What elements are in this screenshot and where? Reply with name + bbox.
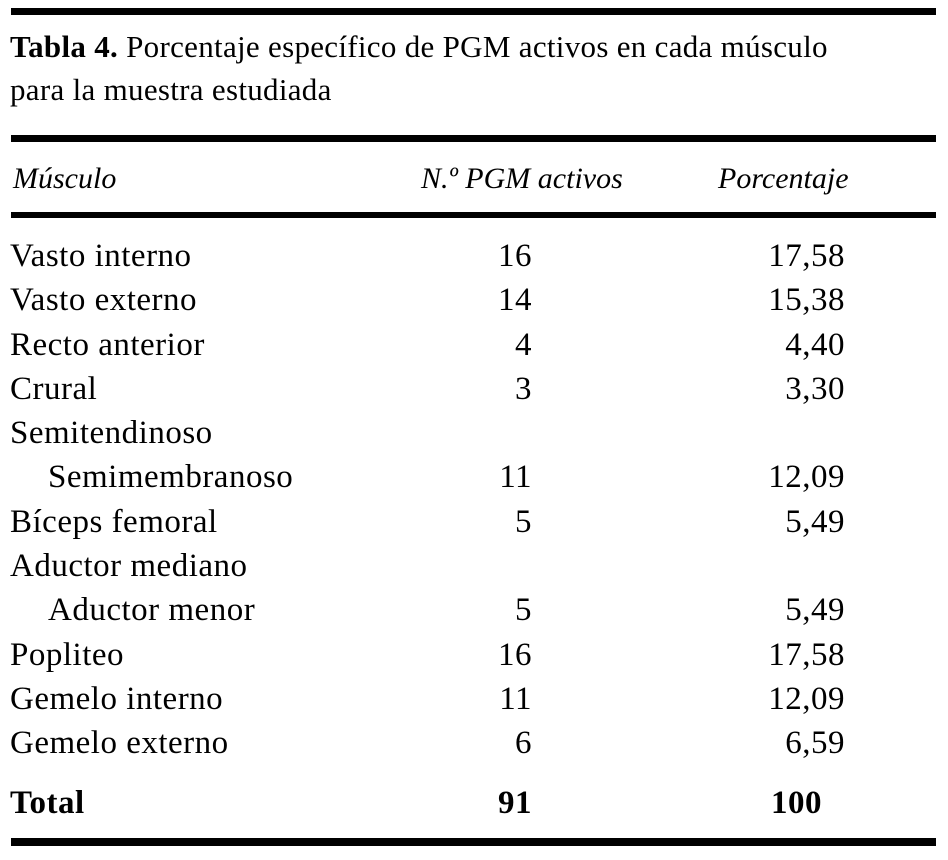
table-number-label: Tabla 4. bbox=[10, 29, 119, 64]
table-header-row: Músculo N.º PGM activos Porcentaje bbox=[0, 160, 948, 205]
muscle-name: Bíceps femoral bbox=[10, 503, 218, 540]
percentage-value: 17,58 bbox=[768, 636, 845, 673]
total-label: Total bbox=[10, 785, 85, 821]
table-row: Recto anterior 4 4,40 bbox=[0, 323, 948, 367]
n-pgm-value: 5 bbox=[515, 503, 532, 540]
percentage-value bbox=[532, 411, 845, 455]
table-row: Aductor menor 5 5,49 bbox=[0, 588, 948, 632]
muscle-name: Gemelo externo bbox=[10, 725, 229, 762]
n-pgm-value: 6 bbox=[515, 725, 532, 762]
total-n-pgm-value: 91 bbox=[498, 785, 532, 821]
muscle-name: Gemelo interno bbox=[10, 680, 224, 717]
table-row: Crural 3 3,30 bbox=[0, 367, 948, 411]
muscle-name: Semitendinoso bbox=[10, 415, 213, 452]
n-pgm-value bbox=[410, 544, 532, 588]
header-top-rule bbox=[11, 135, 936, 142]
table-row: Semitendinoso bbox=[0, 411, 948, 455]
bottom-rule bbox=[11, 838, 936, 846]
percentage-value: 5,49 bbox=[785, 592, 845, 629]
percentage-value: 15,38 bbox=[768, 282, 845, 319]
percentage-value: 12,09 bbox=[768, 459, 845, 496]
n-pgm-value: 11 bbox=[499, 680, 532, 717]
percentage-value: 5,49 bbox=[785, 503, 845, 540]
muscle-name: Recto anterior bbox=[10, 326, 205, 363]
percentage-value: 17,58 bbox=[768, 238, 845, 274]
table-title-text: Porcentaje específico de PGM activos en … bbox=[118, 29, 828, 64]
n-pgm-value: 5 bbox=[515, 592, 532, 629]
n-pgm-value bbox=[410, 411, 532, 455]
table-title-line2: para la muestra estudiada bbox=[10, 72, 332, 107]
column-header-muscle: Músculo bbox=[13, 162, 117, 195]
n-pgm-value: 14 bbox=[498, 282, 532, 319]
table-body: Vasto interno 16 17,58 Vasto externo 14 15,38… bbox=[0, 234, 948, 766]
column-header-percentage: Porcentaje bbox=[718, 162, 849, 195]
percentage-value: 12,09 bbox=[768, 680, 845, 717]
muscle-name: Crural bbox=[10, 370, 98, 407]
muscle-name: Semimembranoso bbox=[48, 459, 294, 496]
table-row: Popliteo 16 17,58 bbox=[0, 633, 948, 677]
total-row: Total 91 100 bbox=[0, 781, 948, 825]
n-pgm-value: 11 bbox=[499, 459, 532, 496]
muscle-name: Aductor mediano bbox=[10, 548, 248, 585]
muscle-name: Popliteo bbox=[10, 636, 125, 673]
percentage-value: 4,40 bbox=[785, 326, 845, 363]
table-title: Tabla 4. Porcentaje específico de PGM ac… bbox=[10, 25, 940, 111]
column-header-n-pgm: N.º PGM activos bbox=[421, 162, 623, 195]
top-rule bbox=[11, 8, 936, 15]
muscle-name: Vasto interno bbox=[10, 238, 192, 274]
n-pgm-value: 4 bbox=[515, 326, 532, 363]
table-row: Gemelo externo 6 6,59 bbox=[0, 721, 948, 765]
table-row: Aductor mediano bbox=[0, 544, 948, 588]
muscle-name: Vasto externo bbox=[10, 282, 198, 319]
n-pgm-value: 16 bbox=[498, 238, 532, 274]
percentage-value: 6,59 bbox=[785, 725, 845, 762]
n-pgm-value: 3 bbox=[515, 370, 532, 407]
table-row: Semimembranoso 11 12,09 bbox=[0, 455, 948, 499]
header-bottom-rule bbox=[11, 212, 936, 218]
table-row: Bíceps femoral 5 5,49 bbox=[0, 500, 948, 544]
n-pgm-value: 16 bbox=[498, 636, 532, 673]
table-row: Gemelo interno 11 12,09 bbox=[0, 677, 948, 721]
percentage-value bbox=[532, 544, 845, 588]
percentage-value: 3,30 bbox=[785, 370, 845, 407]
table-title-line1: Tabla 4. Porcentaje específico de PGM ac… bbox=[10, 25, 940, 68]
table-row: Vasto interno 16 17,58 bbox=[0, 234, 948, 278]
muscle-name: Aductor menor bbox=[48, 592, 256, 629]
table-row: Vasto externo 14 15,38 bbox=[0, 278, 948, 322]
total-percentage-value: 100 bbox=[771, 785, 822, 821]
